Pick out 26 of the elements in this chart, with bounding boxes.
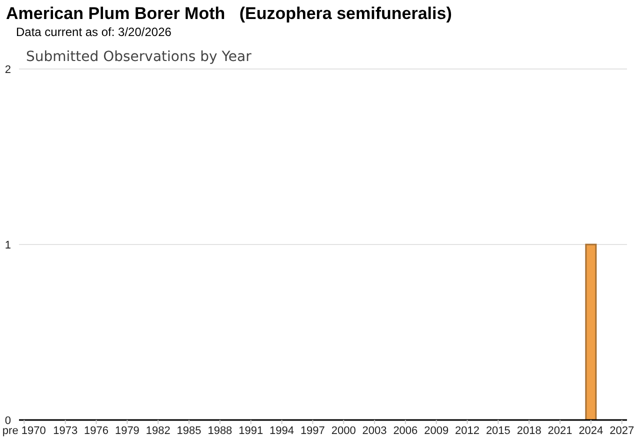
y-tick-label: 2 — [4, 64, 11, 76]
text: Submitted Observations by Year — [26, 49, 252, 65]
x-tick-label: 2006 — [393, 424, 418, 437]
x-tick-label: 1979 — [114, 424, 140, 437]
chart-title: American Plum Borer Moth (Euzophera semifuneralis) — [6, 4, 452, 24]
x-tick-label: 2027 — [610, 424, 634, 437]
y-tick-label: 0 — [4, 414, 11, 427]
x-tick-label: 1988 — [208, 424, 232, 437]
x-tick-label: 1985 — [176, 424, 202, 437]
y-tick-label: 1 — [4, 239, 11, 252]
x-tick-label: 1973 — [53, 424, 78, 437]
x-tick-label: 1997 — [300, 424, 325, 437]
x-tick-label: 2009 — [424, 424, 449, 437]
x-tick-label: 2018 — [516, 424, 542, 437]
x-tick-label: 1994 — [270, 424, 294, 437]
x-tick-label: 2012 — [455, 424, 480, 437]
x-tick-label: 1991 — [238, 424, 264, 437]
x-tick-label: 1982 — [146, 424, 170, 437]
chart-subtitle: Data current as of: 3/20/2026 — [16, 25, 172, 39]
x-tick-label: 2015 — [486, 424, 510, 437]
x-tick-label: 2021 — [548, 424, 572, 437]
x-tick-label: 2024 — [578, 424, 604, 437]
x-tick-label: 1976 — [84, 424, 109, 437]
x-tick-label: 2003 — [362, 424, 387, 437]
x-tick-label: pre 1970 — [2, 424, 46, 437]
x-tick-label: 2000 — [331, 424, 356, 437]
